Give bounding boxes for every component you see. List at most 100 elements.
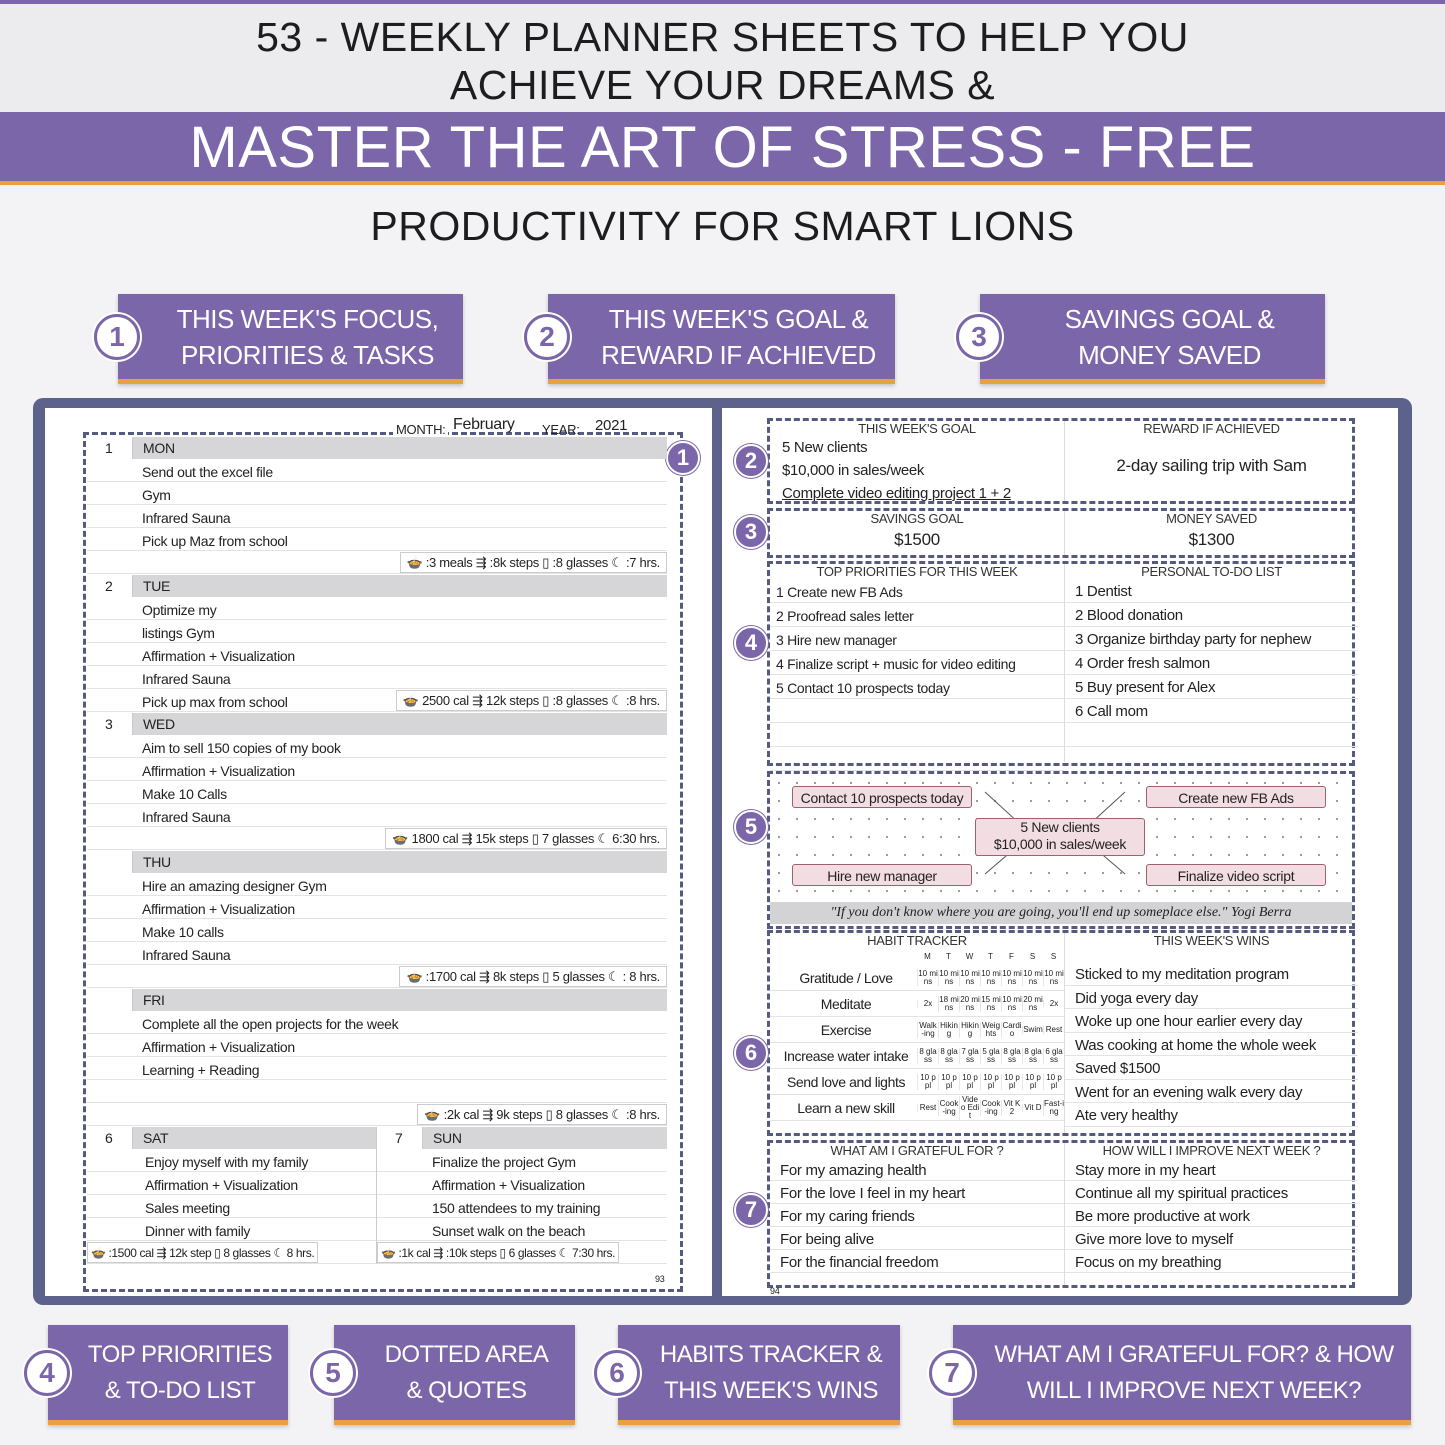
- task-line[interactable]: Gym: [87, 482, 667, 505]
- task-line[interactable]: Complete all the open projects for the w…: [87, 1011, 667, 1034]
- task-line[interactable]: Affirmation + Visualization: [87, 896, 667, 919]
- task-line[interactable]: Pick up max from school 🍲 2500 cal ⇶ 12k …: [87, 689, 667, 712]
- priority-item[interactable]: 1 Create new FB Ads: [770, 579, 1064, 603]
- improve-item[interactable]: Focus on my breathing: [1065, 1250, 1358, 1273]
- task-line[interactable]: 🍲 :3 meals ⇶ :8k steps ▯ :8 glasses ☾ :7…: [87, 551, 667, 574]
- habit-cell[interactable]: 10 ppl: [1001, 1073, 1022, 1090]
- habit-cell[interactable]: Vit D: [1022, 1103, 1043, 1112]
- todo-item[interactable]: 3 Organize birthday party for nephew: [1065, 627, 1358, 651]
- habit-cell[interactable]: 2x: [1043, 999, 1064, 1008]
- win-item[interactable]: Did yoga every day: [1065, 986, 1358, 1009]
- habit-cell[interactable]: 10 mins: [959, 968, 980, 986]
- habit-cell[interactable]: 15 mins: [980, 994, 1001, 1012]
- habit-cell[interactable]: 10 mins: [1001, 994, 1022, 1012]
- task-line[interactable]: 🍲 :2k cal ⇶ 9k steps ▯ 8 glasses ☾ :8 hr…: [87, 1103, 667, 1126]
- priority-item[interactable]: 2 Proofread sales letter: [770, 603, 1064, 627]
- task-line[interactable]: Send out the excel file: [87, 459, 667, 482]
- habit-cell[interactable]: Cook-ing: [938, 1098, 959, 1116]
- habit-cell[interactable]: 10 ppl: [980, 1073, 1001, 1090]
- habit-cell[interactable]: 8 glass: [917, 1047, 938, 1064]
- habit-cell[interactable]: Cardio: [1001, 1020, 1022, 1038]
- task-line[interactable]: Dinner with family: [87, 1218, 376, 1241]
- mindmap-node[interactable]: Contact 10 prospects today: [792, 786, 972, 808]
- habit-cell[interactable]: 10 ppl: [959, 1073, 980, 1090]
- task-line[interactable]: 🍲 1800 cal ⇶ 15k steps ▯ 7 glasses ☾ 6:3…: [87, 827, 667, 850]
- todo-item[interactable]: 2 Blood donation: [1065, 603, 1358, 627]
- habit-cell[interactable]: 10 ppl: [938, 1073, 959, 1090]
- habit-cell[interactable]: 20 mins: [1022, 994, 1043, 1012]
- habit-cell[interactable]: 10 ppl: [1043, 1073, 1064, 1090]
- task-line[interactable]: Learning + Reading: [87, 1057, 667, 1080]
- win-item[interactable]: Was cooking at home the whole week: [1065, 1033, 1358, 1056]
- task-line[interactable]: Sunset walk on the beach: [377, 1218, 667, 1241]
- mindmap-node[interactable]: Create new FB Ads: [1146, 786, 1326, 808]
- task-line[interactable]: Infrared Sauna: [87, 666, 667, 689]
- task-line[interactable]: Aim to sell 150 copies of my book: [87, 735, 667, 758]
- habit-cell[interactable]: 10 ppl: [917, 1073, 938, 1090]
- habit-cell[interactable]: Hiking: [938, 1021, 959, 1038]
- habit-cell[interactable]: Swim: [1022, 1024, 1043, 1034]
- todo-item[interactable]: 1 Dentist: [1065, 579, 1358, 603]
- improve-item[interactable]: Give more love to myself: [1065, 1227, 1358, 1250]
- grateful-item[interactable]: For my caring friends: [770, 1204, 1064, 1227]
- task-line[interactable]: Pick up Maz from school: [87, 528, 667, 551]
- task-line[interactable]: Enjoy myself with my family: [87, 1149, 376, 1172]
- win-item[interactable]: Woke up one hour earlier every day: [1065, 1009, 1358, 1033]
- habit-cell[interactable]: 20 mins: [959, 994, 980, 1012]
- improve-item[interactable]: Stay more in my heart: [1065, 1158, 1358, 1181]
- task-line[interactable]: Finalize the project Gym: [377, 1149, 667, 1172]
- task-line[interactable]: Affirmation + Visualization: [87, 758, 667, 781]
- priority-item[interactable]: [770, 747, 1064, 771]
- win-item[interactable]: Ate very healthy: [1065, 1103, 1358, 1127]
- habit-cell[interactable]: 10 mins: [980, 968, 1001, 986]
- habit-cell[interactable]: Walk-ing: [917, 1021, 938, 1038]
- habit-cell[interactable]: 8 glass: [1001, 1047, 1022, 1064]
- task-line[interactable]: 150 attendees to my training: [377, 1195, 667, 1218]
- habit-cell[interactable]: 10 mins: [1022, 968, 1043, 986]
- mindmap-node[interactable]: Hire new manager: [792, 864, 972, 886]
- habit-cell[interactable]: 10 mins: [1001, 968, 1022, 986]
- habit-cell[interactable]: 10 mins: [1043, 968, 1064, 986]
- habit-cell[interactable]: 5 glass: [980, 1047, 1001, 1064]
- habit-cell[interactable]: Rest: [917, 1103, 938, 1112]
- priority-item[interactable]: [770, 699, 1064, 723]
- improve-item[interactable]: Continue all my spiritual practices: [1065, 1181, 1358, 1204]
- task-line[interactable]: 🍲 :1k cal ⇶ :10k steps ▯ 6 glasses ☾ 7:3…: [377, 1241, 667, 1264]
- todo-item[interactable]: 6 Call mom: [1065, 699, 1358, 723]
- priority-item[interactable]: 4 Finalize script + music for video edit…: [770, 651, 1064, 675]
- priority-item[interactable]: 5 Contact 10 prospects today: [770, 675, 1064, 699]
- habit-cell[interactable]: 6 glass: [1043, 1047, 1064, 1064]
- habit-cell[interactable]: Weights: [980, 1020, 1001, 1038]
- grateful-item[interactable]: For the financial freedom: [770, 1250, 1064, 1273]
- task-line[interactable]: [87, 1080, 667, 1103]
- habit-cell[interactable]: Cook-ing: [980, 1098, 1001, 1116]
- habit-cell[interactable]: Vit K2: [1001, 1099, 1022, 1116]
- task-line[interactable]: Optimize my: [87, 597, 667, 620]
- habit-cell[interactable]: 7 glass: [959, 1047, 980, 1064]
- habit-cell[interactable]: 8 glass: [938, 1047, 959, 1064]
- win-item[interactable]: Went for an evening walk every day: [1065, 1080, 1358, 1103]
- task-line[interactable]: Affirmation + Visualization: [87, 1172, 376, 1195]
- task-line[interactable]: Make 10 Calls: [87, 781, 667, 804]
- todo-item[interactable]: 4 Order fresh salmon: [1065, 651, 1358, 675]
- grateful-item[interactable]: For being alive: [770, 1227, 1064, 1250]
- priority-item[interactable]: [770, 723, 1064, 747]
- mindmap-node[interactable]: Finalize video script: [1146, 864, 1326, 886]
- win-item[interactable]: Sticked to my meditation program: [1065, 962, 1358, 986]
- habit-cell[interactable]: 10 mins: [917, 968, 938, 986]
- todo-item[interactable]: 5 Buy present for Alex: [1065, 675, 1358, 699]
- grateful-item[interactable]: For my amazing health: [770, 1158, 1064, 1181]
- mindmap-center[interactable]: 5 New clients $10,000 in sales/week: [975, 818, 1145, 856]
- habit-cell[interactable]: 10 ppl: [1022, 1073, 1043, 1090]
- habit-cell[interactable]: Video Edit: [959, 1094, 980, 1120]
- task-line[interactable]: Affirmation + Visualization: [377, 1172, 667, 1195]
- win-item[interactable]: Saved $1500: [1065, 1056, 1358, 1080]
- priority-item[interactable]: 3 Hire new manager: [770, 627, 1064, 651]
- grateful-item[interactable]: For the love I feel in my heart: [770, 1181, 1064, 1204]
- task-line[interactable]: Affirmation + Visualization: [87, 643, 667, 666]
- task-line[interactable]: listings Gym: [87, 620, 667, 643]
- habit-cell[interactable]: 10 mins: [938, 968, 959, 986]
- task-line[interactable]: Affirmation + Visualization: [87, 1034, 667, 1057]
- habit-cell[interactable]: 2x: [917, 999, 938, 1008]
- task-line[interactable]: Infrared Sauna: [87, 942, 667, 965]
